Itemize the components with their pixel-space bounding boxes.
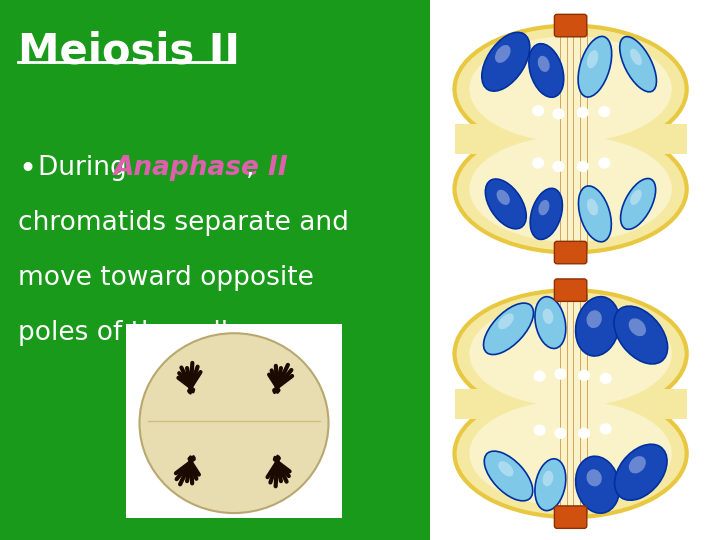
Ellipse shape — [454, 125, 687, 253]
FancyBboxPatch shape — [554, 15, 587, 37]
Circle shape — [555, 428, 566, 438]
Ellipse shape — [469, 401, 672, 507]
Ellipse shape — [529, 44, 564, 97]
Circle shape — [534, 371, 545, 381]
Ellipse shape — [587, 469, 602, 487]
Ellipse shape — [539, 200, 549, 215]
Circle shape — [599, 158, 610, 168]
Text: Meiosis II: Meiosis II — [18, 30, 240, 72]
Circle shape — [533, 158, 544, 168]
Circle shape — [533, 106, 544, 116]
Ellipse shape — [485, 179, 526, 229]
Ellipse shape — [620, 37, 657, 92]
Ellipse shape — [575, 296, 620, 356]
Circle shape — [600, 424, 611, 434]
Bar — [430, 0, 720, 540]
Ellipse shape — [469, 136, 672, 242]
Circle shape — [577, 161, 588, 172]
Ellipse shape — [587, 310, 602, 328]
FancyBboxPatch shape — [554, 506, 587, 528]
Ellipse shape — [535, 296, 566, 348]
Circle shape — [600, 373, 611, 383]
Text: Anaphase II: Anaphase II — [114, 155, 289, 181]
Ellipse shape — [495, 45, 510, 63]
Ellipse shape — [587, 199, 598, 215]
Circle shape — [599, 106, 610, 117]
Text: ,: , — [246, 155, 254, 181]
Circle shape — [553, 109, 564, 119]
Ellipse shape — [630, 190, 642, 205]
Circle shape — [534, 425, 545, 435]
Ellipse shape — [485, 451, 533, 501]
Circle shape — [579, 370, 590, 380]
Bar — [454, 124, 687, 154]
Ellipse shape — [498, 461, 513, 476]
Ellipse shape — [576, 456, 619, 513]
Ellipse shape — [469, 36, 672, 142]
Text: move toward opposite: move toward opposite — [18, 265, 314, 291]
Ellipse shape — [543, 471, 553, 486]
Ellipse shape — [140, 333, 328, 513]
Circle shape — [555, 369, 566, 379]
Bar — [454, 389, 687, 419]
Circle shape — [579, 428, 590, 438]
Ellipse shape — [454, 290, 687, 417]
Text: poles of the cell.: poles of the cell. — [18, 320, 237, 346]
Ellipse shape — [482, 32, 530, 91]
Circle shape — [553, 161, 564, 172]
Ellipse shape — [454, 25, 687, 153]
Ellipse shape — [614, 306, 667, 364]
Ellipse shape — [578, 186, 611, 242]
Ellipse shape — [497, 190, 510, 205]
FancyBboxPatch shape — [554, 241, 587, 264]
FancyBboxPatch shape — [554, 279, 587, 301]
Ellipse shape — [538, 56, 549, 72]
Ellipse shape — [587, 50, 598, 69]
Circle shape — [577, 107, 588, 118]
Ellipse shape — [484, 303, 534, 355]
Text: •: • — [18, 155, 36, 184]
Ellipse shape — [469, 301, 672, 407]
Text: During: During — [38, 155, 135, 181]
Ellipse shape — [629, 456, 646, 474]
Ellipse shape — [498, 313, 514, 329]
Ellipse shape — [543, 308, 553, 324]
Ellipse shape — [621, 179, 656, 230]
Ellipse shape — [530, 188, 562, 239]
Ellipse shape — [454, 390, 687, 517]
Text: chromatids separate and: chromatids separate and — [18, 210, 349, 236]
Ellipse shape — [535, 459, 566, 511]
Ellipse shape — [578, 36, 612, 97]
Ellipse shape — [630, 49, 642, 65]
Ellipse shape — [629, 319, 646, 336]
Ellipse shape — [615, 444, 667, 500]
